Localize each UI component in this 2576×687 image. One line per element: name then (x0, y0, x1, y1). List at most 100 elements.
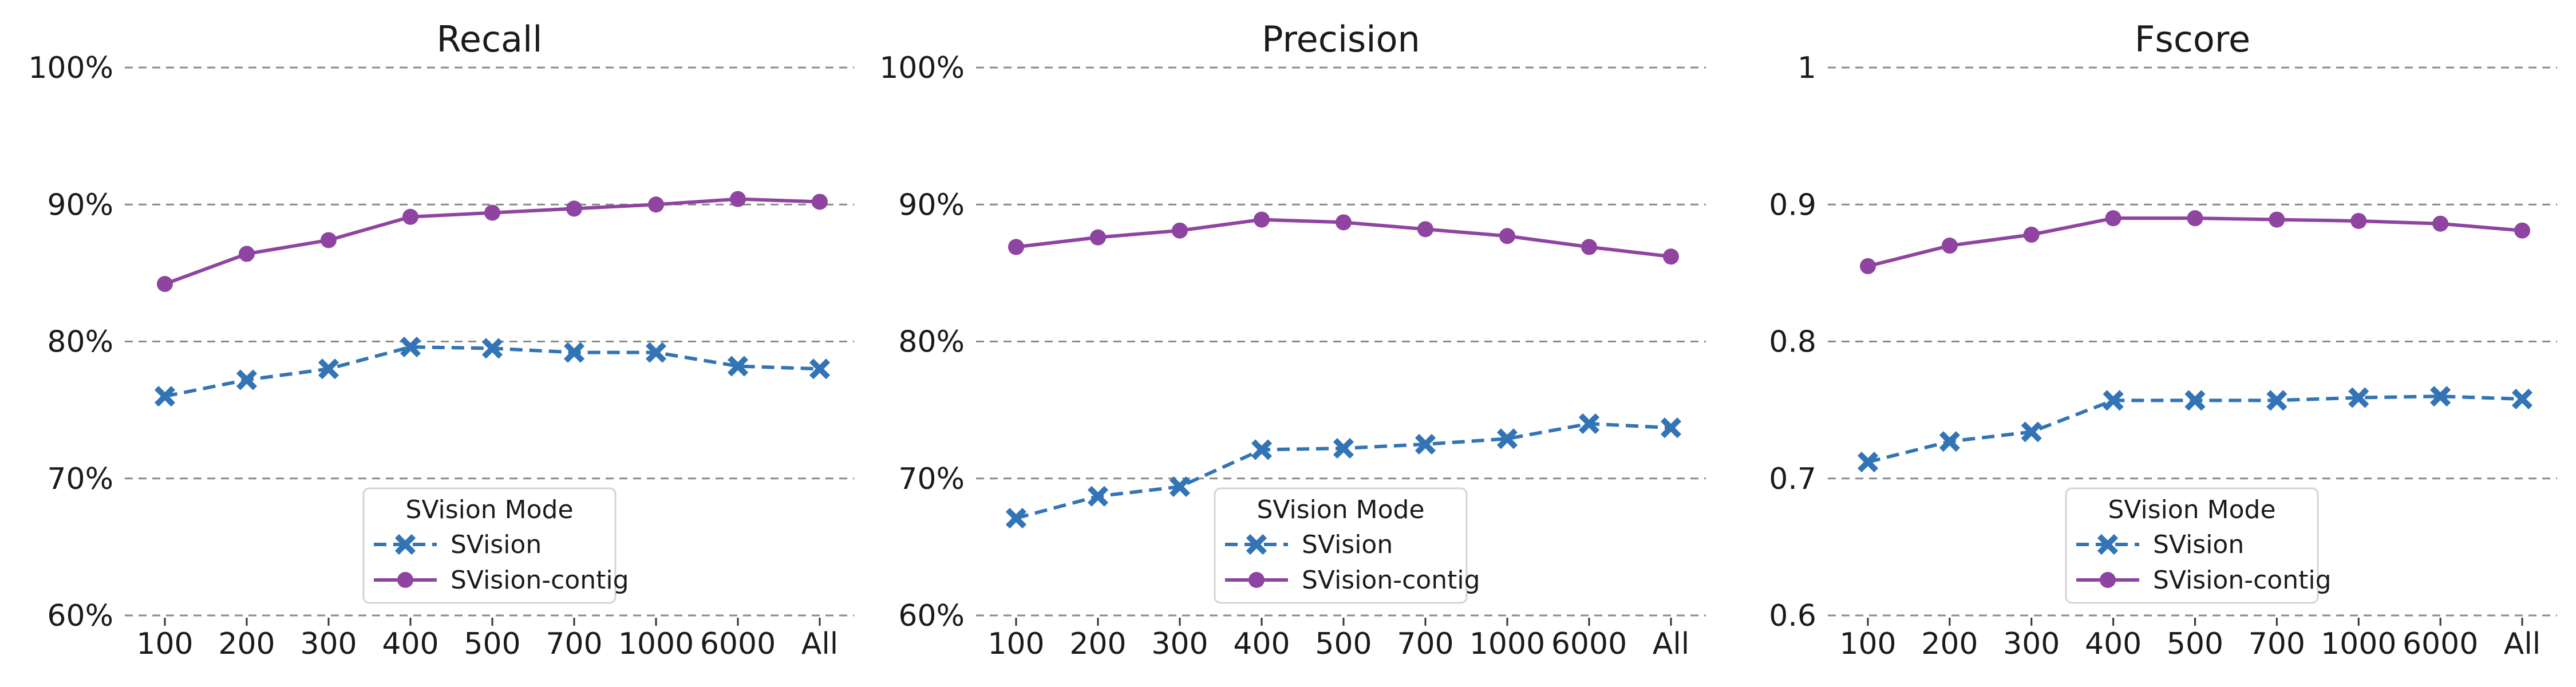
y-tick-label: 0.8 (1769, 325, 1816, 360)
data-point (2269, 211, 2285, 228)
x-tick-label: 400 (2085, 627, 2142, 661)
data-point (1660, 417, 1682, 439)
series-svision-contig (157, 191, 828, 293)
y-tick-label: 0.7 (1769, 462, 1816, 496)
x-tick-label: 100 (136, 627, 193, 661)
series-svision (1005, 413, 1682, 529)
data-point (2430, 386, 2451, 407)
data-point (1251, 439, 1273, 460)
series-svision (1857, 386, 2533, 473)
legend: SVision Mode SVision SVision-contig (2065, 487, 2332, 604)
data-point (2184, 390, 2206, 411)
x-tick-label: 300 (300, 627, 357, 661)
x-tick-label: 300 (1151, 627, 1208, 661)
data-point (1254, 211, 1270, 228)
data-point (1090, 229, 1106, 246)
x-tick-label: 500 (2167, 627, 2223, 661)
data-point (1336, 214, 1352, 231)
data-point (2103, 390, 2124, 411)
legend-label: SVision (2153, 530, 2244, 559)
data-point (157, 276, 173, 293)
series-svision-contig (1008, 211, 1679, 265)
data-point (645, 342, 667, 363)
legend-entry-svision: SVision (2076, 530, 2244, 559)
x-tick-label: All (2504, 627, 2541, 661)
data-point (1939, 431, 1960, 452)
data-point (1417, 221, 1433, 238)
data-point (318, 358, 339, 380)
legend-entry-svision-contig: SVision-contig (2076, 566, 2332, 595)
legend-label: SVision-contig (2153, 566, 2332, 595)
x-tick-label: 200 (1921, 627, 1978, 661)
data-point (566, 200, 582, 217)
legend-label: SVision (1302, 530, 1393, 559)
data-point (2023, 226, 2040, 243)
x-tick-label: All (1653, 627, 1689, 661)
data-point (1857, 451, 1879, 473)
data-point (2514, 222, 2530, 239)
y-tick-label: 70% (898, 462, 965, 496)
y-tick-label: 70% (47, 462, 113, 496)
x-tick-label: 700 (1397, 627, 1453, 661)
legend-marker (1249, 572, 1265, 588)
legend-title: SVision Mode (2108, 495, 2275, 524)
data-point (727, 356, 749, 377)
panel-title: Precision (1262, 18, 1420, 60)
x-tick-label: 6000 (1551, 627, 1627, 661)
legend-marker (2097, 534, 2119, 555)
data-point (154, 386, 176, 407)
series-svision (154, 336, 831, 407)
panel-recall: Recall 60% 70% 80% 90% 100% 100 200 300 400 500 700… (28, 18, 854, 661)
data-point (2266, 390, 2287, 411)
y-tick-label: 0.6 (1769, 599, 1816, 633)
panel-title: Fscore (2135, 18, 2250, 60)
legend-frame (1214, 487, 1468, 604)
data-point (563, 342, 585, 363)
data-point (1087, 485, 1109, 507)
x-tick-label: All (801, 627, 838, 661)
data-point (2105, 210, 2121, 227)
x-tick-label: 200 (218, 627, 275, 661)
legend-marker (394, 534, 416, 555)
y-tick-label: 0.9 (1769, 188, 1816, 222)
series-line (164, 345, 820, 398)
legend-entry-svision-contig: SVision-contig (1225, 566, 1480, 595)
data-point (236, 369, 258, 390)
x-tick-label: 6000 (700, 627, 776, 661)
y-tick-label: 80% (47, 325, 113, 360)
panel-fscore: Fscore 0.6 0.7 0.8 0.9 1 100 200 300 400 500 700 100… (1769, 18, 2557, 661)
legend-title: SVision Mode (405, 495, 573, 524)
data-point (812, 194, 828, 210)
data-point (1860, 258, 1876, 274)
data-point (1496, 428, 1518, 449)
legend-frame (362, 487, 617, 604)
series-line (1867, 394, 2523, 464)
x-tick-label: 700 (546, 627, 602, 661)
data-point (2021, 421, 2042, 443)
y-tick-label: 90% (47, 188, 113, 222)
x-tick-label: 100 (987, 627, 1044, 661)
data-point (239, 246, 255, 262)
data-point (321, 232, 337, 248)
legend-entry-svision-contig: SVision-contig (374, 566, 629, 595)
data-point (2432, 215, 2449, 232)
data-point (484, 204, 500, 221)
data-point (1581, 239, 1597, 255)
data-point (2348, 387, 2369, 408)
data-point (2187, 210, 2203, 227)
y-tick-label: 90% (898, 188, 965, 222)
legend-frame (2065, 487, 2319, 604)
x-tick-label: 1000 (618, 627, 694, 661)
x-tick-label: 100 (1839, 627, 1896, 661)
legend-title: SVision Mode (1257, 495, 1424, 524)
x-tick-label: 1000 (2321, 627, 2396, 661)
data-point (730, 191, 746, 207)
x-tick-label: 200 (1069, 627, 1126, 661)
data-point (1333, 438, 1354, 459)
x-tick-label: 300 (2003, 627, 2060, 661)
series-svision-contig (1860, 210, 2530, 274)
legend-marker (1246, 534, 1267, 555)
data-point (1663, 248, 1679, 265)
legend-label: SVision-contig (451, 566, 629, 595)
data-point (648, 196, 664, 213)
